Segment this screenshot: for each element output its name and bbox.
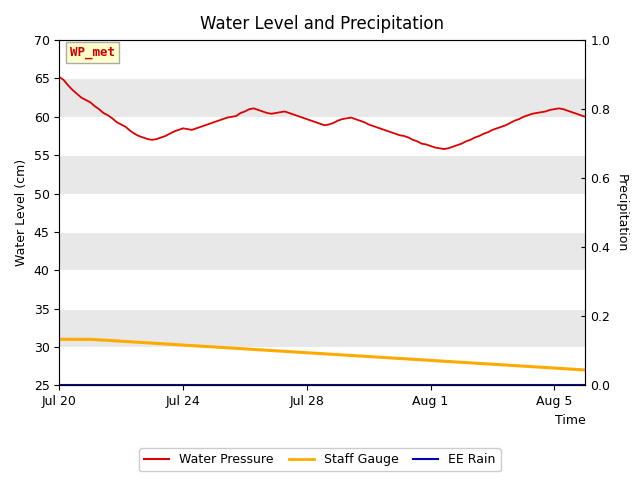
X-axis label: Time: Time — [555, 414, 586, 427]
Bar — [60, 270, 586, 309]
Bar — [60, 309, 586, 347]
Bar — [60, 40, 586, 78]
Y-axis label: Water Level (cm): Water Level (cm) — [15, 159, 28, 266]
Bar — [60, 117, 586, 155]
Y-axis label: Precipitation: Precipitation — [614, 174, 627, 252]
Bar — [60, 232, 586, 270]
Bar — [60, 155, 586, 193]
Bar — [60, 78, 586, 117]
Text: WP_met: WP_met — [70, 46, 115, 59]
Bar — [60, 347, 586, 385]
Title: Water Level and Precipitation: Water Level and Precipitation — [200, 15, 444, 33]
Bar — [60, 193, 586, 232]
Legend: Water Pressure, Staff Gauge, EE Rain: Water Pressure, Staff Gauge, EE Rain — [139, 448, 501, 471]
